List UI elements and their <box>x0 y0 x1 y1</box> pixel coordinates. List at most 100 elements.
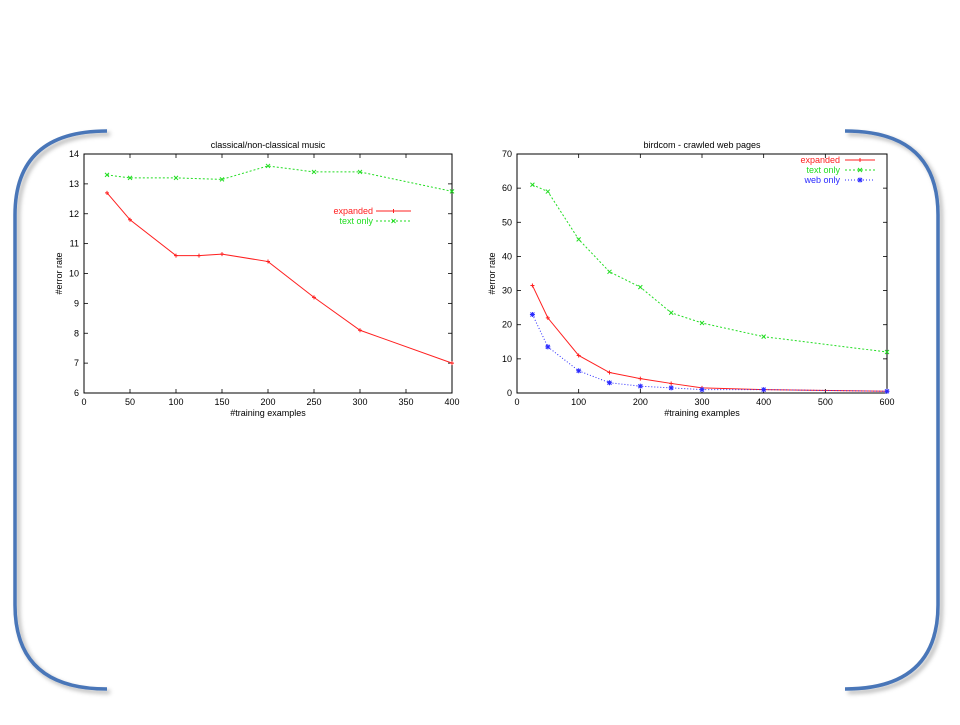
x-axis-label: #training examples <box>664 408 740 418</box>
data-point <box>884 388 890 394</box>
x-tick-label: 0 <box>514 397 519 407</box>
x-tick-label: 300 <box>694 397 709 407</box>
legend-marker <box>391 209 396 213</box>
legend-label: web only <box>803 175 840 185</box>
plot-frame <box>516 153 888 394</box>
chart-title: birdcom - crawled web pages <box>643 140 761 150</box>
data-point <box>761 334 767 340</box>
data-point <box>311 169 317 175</box>
x-tick-label: 600 <box>879 397 894 407</box>
data-point <box>266 259 270 264</box>
data-point <box>197 253 201 258</box>
legend-label: expanded <box>333 206 373 216</box>
series-text-only <box>530 182 890 355</box>
chart-classical-music: classical/non-classical music 0 50 100 150 20… <box>54 140 460 418</box>
data-point <box>357 169 363 175</box>
data-point <box>576 368 582 374</box>
x-tick-label: 250 <box>306 397 321 407</box>
x-tick-label: 50 <box>125 397 135 407</box>
y-tick-label: 10 <box>69 269 79 279</box>
series-expanded <box>530 283 889 394</box>
data-point <box>220 252 224 257</box>
data-point <box>607 380 612 386</box>
data-point <box>127 175 133 181</box>
chart-title: classical/non-classical music <box>211 140 326 150</box>
data-point <box>312 295 316 300</box>
legend-marker <box>858 158 862 162</box>
data-point <box>637 284 643 290</box>
plot-frame <box>83 153 453 394</box>
x-tick-label: 200 <box>633 397 648 407</box>
data-point <box>450 361 454 366</box>
y-tick-label: 40 <box>502 251 512 261</box>
y-tick-label: 30 <box>502 286 512 296</box>
data-point <box>545 315 550 320</box>
y-tick-label: 14 <box>69 149 79 159</box>
data-point <box>104 172 110 178</box>
y-tick-label: 6 <box>74 388 79 398</box>
legend-label: text only <box>339 216 373 226</box>
x-tick-label: 100 <box>168 397 183 407</box>
y-tick-label: 0 <box>507 388 512 398</box>
y-tick-label: 50 <box>502 217 512 227</box>
y-tick-label: 70 <box>502 149 512 159</box>
x-tick-label: 350 <box>398 397 413 407</box>
y-axis-label: #error rate <box>54 252 64 294</box>
data-point <box>884 349 890 355</box>
y-tick-label: 13 <box>69 179 79 189</box>
data-point <box>668 310 674 316</box>
legend-marker <box>857 177 863 183</box>
data-point <box>449 188 455 194</box>
series-line <box>106 165 453 192</box>
y-tick-label: 10 <box>502 354 512 364</box>
data-point <box>637 383 643 389</box>
data-point <box>576 237 582 242</box>
data-point <box>173 175 179 181</box>
y-tick-label: 7 <box>74 358 79 368</box>
data-point <box>128 217 132 222</box>
data-point <box>358 328 362 333</box>
x-tick-label: 300 <box>352 397 367 407</box>
x-axis-label: #training examples <box>230 408 306 418</box>
data-point <box>174 253 178 258</box>
data-point <box>105 190 109 195</box>
data-point <box>529 311 535 317</box>
series-expanded <box>105 190 454 366</box>
series-text-only <box>104 163 455 194</box>
x-tick-label: 100 <box>571 397 586 407</box>
legend-label: expanded <box>800 155 840 165</box>
data-point <box>545 344 551 350</box>
x-tick-label: 500 <box>818 397 833 407</box>
data-point <box>576 353 581 358</box>
legend-label: text only <box>806 165 840 175</box>
right-bracket <box>844 129 940 691</box>
y-tick-label: 11 <box>70 239 79 249</box>
series-web-only <box>529 311 890 394</box>
data-point <box>219 177 225 182</box>
y-tick-label: 60 <box>502 183 512 193</box>
data-point <box>699 320 705 326</box>
x-tick-label: 400 <box>756 397 771 407</box>
y-tick-label: 12 <box>69 209 79 219</box>
x-tick-label: 400 <box>444 397 459 407</box>
data-point <box>607 269 612 275</box>
slide-brackets <box>13 129 940 691</box>
x-tick-label: 0 <box>81 397 86 407</box>
series-line <box>532 184 888 353</box>
left-bracket <box>13 129 108 691</box>
data-point <box>530 182 535 188</box>
data-point <box>265 163 271 169</box>
data-point <box>668 385 674 391</box>
y-tick-label: 8 <box>74 328 79 338</box>
y-tick-label: 9 <box>74 298 79 308</box>
y-tick-label: 20 <box>502 320 512 330</box>
data-point <box>638 376 643 381</box>
legend-marker <box>391 218 396 224</box>
x-tick-label: 200 <box>260 397 275 407</box>
data-point <box>699 387 705 393</box>
data-point <box>761 387 767 393</box>
data-point <box>545 189 551 194</box>
